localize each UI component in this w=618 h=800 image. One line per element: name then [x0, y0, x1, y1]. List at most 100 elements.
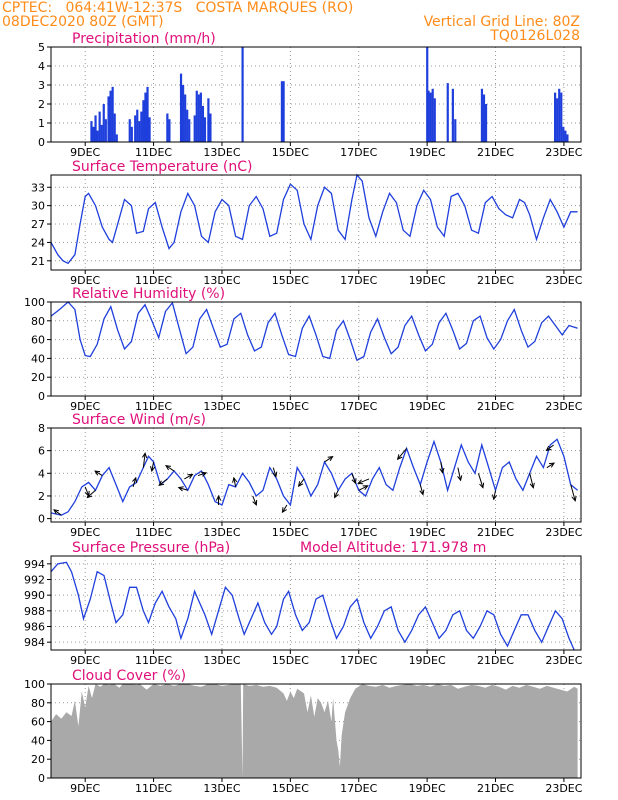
- humidity-ytick-label: 80: [31, 315, 45, 328]
- pressure-ytick-label: 988: [24, 605, 45, 618]
- humidity-xtick-label: 21DEC: [477, 400, 514, 413]
- cloud-cover-xtick-label: 9DEC: [70, 782, 100, 795]
- wind-vector: [529, 473, 534, 488]
- cloud-cover-ytick-label: 100: [24, 678, 45, 691]
- humidity-ytick-label: 0: [38, 390, 45, 403]
- temperature-ytick-label: 27: [31, 218, 45, 231]
- wind-xtick-label: 17DEC: [340, 526, 377, 539]
- humidity-ytick-label: 100: [24, 296, 45, 309]
- precipitation-bar: [446, 83, 449, 142]
- wind-xtick-label: 13DEC: [203, 526, 240, 539]
- wind-ytick-label: 4: [38, 467, 45, 480]
- precipitation-bar: [134, 115, 137, 142]
- wind-vector-head: [281, 507, 287, 514]
- precipitation-bar: [107, 96, 110, 142]
- precipitation-title: Precipitation (mm/h): [72, 31, 216, 47]
- wind-vector-head: [141, 452, 148, 459]
- precipitation-bar: [556, 98, 559, 142]
- cloud-cover-xtick-label: 19DEC: [409, 782, 446, 795]
- cloud-cover-ytick-label: 60: [31, 716, 45, 729]
- precipitation-bar: [94, 115, 97, 142]
- precipitation-bar: [197, 94, 200, 142]
- wind-vector: [546, 444, 554, 451]
- pressure-xtick-label: 9DEC: [70, 654, 100, 667]
- precipitation-bar: [109, 90, 112, 142]
- precipitation-bar: [166, 113, 169, 142]
- wind-vector: [158, 478, 168, 486]
- wind-vector: [184, 474, 193, 480]
- humidity-ytick-label: 40: [31, 352, 45, 365]
- wind-vector: [358, 478, 370, 484]
- wind-vector-head: [165, 464, 172, 471]
- wind-vector-head: [94, 470, 101, 476]
- cloud-cover-frame: [50, 683, 582, 779]
- humidity-frame: [50, 301, 582, 397]
- precipitation-bar: [429, 92, 432, 142]
- precipitation-xtick-label: 11DEC: [135, 146, 172, 159]
- temperature-ytick-label: 33: [31, 181, 45, 194]
- wind-ytick-label: 8: [38, 422, 45, 435]
- precipitation-ytick-label: 3: [38, 79, 45, 92]
- precipitation-bar: [168, 119, 171, 142]
- wind-vector: [132, 477, 137, 488]
- wind-vector-head: [177, 486, 184, 492]
- cloud-cover-ytick-label: 0: [38, 772, 45, 785]
- wind-panel: [47, 427, 582, 526]
- precipitation-bar: [241, 47, 244, 142]
- cloud-cover-title: Cloud Cover (%): [72, 668, 186, 684]
- precipitation-bar: [181, 85, 185, 142]
- precipitation-bar: [142, 100, 145, 142]
- wind-vector-head: [252, 499, 258, 507]
- pressure-title: Surface Pressure (hPa): [72, 540, 230, 556]
- wind-vector-head: [351, 478, 357, 485]
- precipitation-bar: [562, 126, 565, 142]
- temperature-ytick-label: 21: [31, 255, 45, 268]
- pressure-ytick-label: 992: [24, 574, 45, 587]
- precipitation-bar: [179, 73, 183, 142]
- precipitation-bar: [98, 111, 101, 142]
- temperature-xtick-label: 15DEC: [272, 274, 309, 287]
- wind-vector: [397, 448, 407, 460]
- precipitation-bar: [431, 88, 434, 142]
- precipitation-bar: [96, 130, 99, 142]
- wind-vector-head: [419, 489, 425, 496]
- humidity-xtick-label: 15DEC: [272, 400, 309, 413]
- precipitation-bar: [100, 124, 103, 142]
- temperature-xtick-label: 17DEC: [340, 274, 377, 287]
- pressure-xtick-label: 15DEC: [272, 654, 309, 667]
- wind-vector-head: [362, 485, 369, 491]
- wind-vector: [53, 509, 62, 516]
- cloud-cover-ytick-label: 20: [31, 753, 45, 766]
- wind-vector-head: [297, 481, 304, 488]
- wind-vector-head: [439, 467, 445, 474]
- wind-vector: [358, 485, 368, 491]
- cloud-cover-xtick-label: 11DEC: [135, 782, 172, 795]
- precipitation-bar: [115, 134, 118, 142]
- wind-xtick-label: 11DEC: [135, 526, 172, 539]
- wind-vector-head: [201, 471, 208, 477]
- humidity-xtick-label: 11DEC: [135, 400, 172, 413]
- wind-vector: [197, 472, 207, 477]
- wind-vector: [87, 489, 96, 498]
- wind-vector: [252, 495, 257, 506]
- humidity-series-line: [50, 301, 578, 362]
- precipitation-frame: [50, 46, 582, 143]
- wind-vector-head: [334, 492, 339, 499]
- wind-vector-head: [491, 494, 498, 501]
- wind-vector: [151, 461, 155, 472]
- precipitation-bar: [558, 88, 561, 142]
- humidity-xtick-label: 13DEC: [203, 400, 240, 413]
- wind-vector-head: [396, 454, 403, 461]
- wind-vector: [546, 462, 555, 469]
- precipitation-bar: [201, 105, 205, 142]
- precipitation-bar: [136, 109, 139, 142]
- wind-vector-head: [187, 473, 194, 479]
- precipitation-bar: [480, 88, 484, 142]
- humidity-ytick-label: 20: [31, 371, 45, 384]
- cloud-cover-panel: [47, 683, 582, 782]
- temperature-xtick-label: 23DEC: [545, 274, 582, 287]
- precipitation-bar: [282, 81, 285, 142]
- temperature-series-line: [50, 173, 578, 265]
- pressure-ytick-label: 984: [24, 636, 45, 649]
- wind-vector: [298, 478, 305, 487]
